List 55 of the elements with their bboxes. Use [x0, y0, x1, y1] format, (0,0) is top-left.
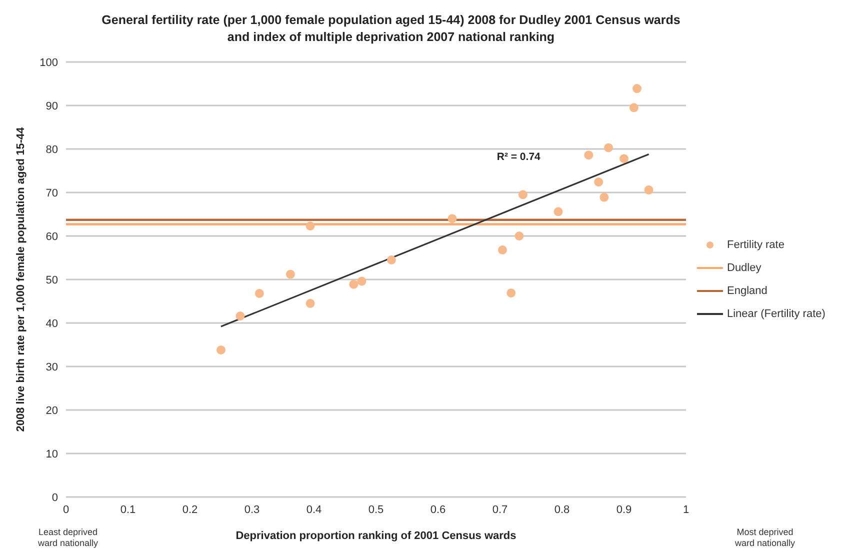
- x-tick-label: 0: [62, 504, 70, 516]
- y-axis-title: 2008 live birth rate per 1,000 female population aged 15-44: [14, 126, 27, 432]
- point: [286, 270, 295, 279]
- y-tick-label: 70: [46, 187, 58, 200]
- point: [644, 185, 654, 194]
- y-tick-label: 0: [52, 492, 58, 504]
- x-tick-label: 0.6: [430, 504, 446, 516]
- text: Most deprived ward nationally: [734, 527, 796, 549]
- y-tick-label: 10: [46, 448, 58, 460]
- y-tick-label: 40: [46, 318, 58, 330]
- legend-label: Dudley: [727, 262, 762, 274]
- point: [514, 232, 524, 240]
- x-tick-label: 0.4: [306, 504, 322, 516]
- point: [306, 298, 315, 308]
- x-tick-label: 0.9: [616, 504, 632, 516]
- x-tick-label: 0.1: [120, 504, 136, 516]
- legend-label: England: [727, 285, 768, 297]
- point: [216, 345, 226, 354]
- point: [254, 288, 264, 298]
- x-tick-label: 0.3: [244, 504, 260, 516]
- x-tick-label: 0.2: [182, 504, 198, 516]
- point: [506, 288, 516, 298]
- point: [387, 255, 396, 264]
- point: [620, 154, 628, 164]
- legend-label: Linear (Fertility rate): [727, 308, 826, 320]
- chart-title: General fertility rate (per 1,000 female population aged 15-44) 2008 for Dudley 2001 Census wards and index of multiple deprivation 2007 national ranking: [100, 12, 682, 46]
- point: [632, 84, 642, 94]
- point: [554, 207, 563, 216]
- point: [518, 190, 528, 200]
- point: [594, 178, 604, 187]
- y-tick-label: 20: [46, 404, 58, 417]
- y-tick-label: 100: [40, 56, 58, 69]
- point: [498, 245, 507, 254]
- point: [236, 312, 245, 321]
- y-tick-label: 60: [46, 230, 58, 243]
- point: [600, 192, 609, 202]
- point: [629, 103, 638, 112]
- point: [584, 150, 594, 160]
- y-tick-label: 30: [46, 361, 58, 374]
- y-tick-label: 50: [46, 274, 58, 286]
- x-tick-label: 0.7: [492, 504, 508, 516]
- point: [448, 214, 457, 224]
- x-tick-label: 0.5: [368, 504, 384, 516]
- y-tick-label: 90: [46, 100, 58, 112]
- point: [357, 276, 366, 286]
- x-tick-label: 1: [682, 504, 690, 516]
- text: Least deprived ward nationally: [36, 527, 100, 549]
- legend-label: Fertility rate: [727, 239, 784, 251]
- x-tick-label: 0.8: [554, 504, 570, 516]
- annotation: R² = 0.74: [496, 151, 540, 163]
- x-axis-title: Deprivation proportion ranking of 2001 Census wards: [236, 530, 516, 542]
- point: [306, 221, 315, 230]
- y-tick-label: 80: [46, 144, 58, 156]
- point: [604, 143, 613, 152]
- point: [349, 280, 358, 289]
